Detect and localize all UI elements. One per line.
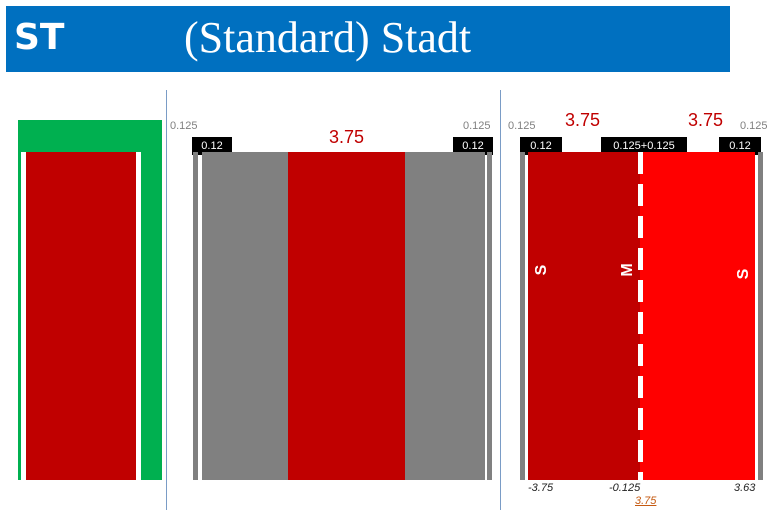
marking-width-center-label: 0.125+0.125 — [601, 137, 687, 155]
center-dash — [638, 440, 643, 462]
road-type-code: ST — [14, 17, 65, 58]
edge-offset-right-label: 0.125 — [463, 120, 491, 132]
title-bar — [6, 6, 730, 72]
center-dash — [638, 472, 643, 480]
center-dash — [638, 376, 643, 398]
center-dash — [638, 312, 643, 334]
center-dash — [638, 152, 643, 174]
coordinate-total: 3.75 — [635, 495, 657, 507]
panel-divider-right — [500, 90, 501, 510]
edge-strip-left — [193, 152, 198, 480]
center-letter: M — [619, 263, 636, 277]
marking-width-left-label: 0.12 — [192, 137, 232, 155]
shoulder-left — [202, 152, 288, 480]
coordinate-left: -3.75 — [528, 482, 554, 494]
center-dash — [638, 280, 643, 302]
lane-letter-right: S — [735, 268, 752, 280]
edge-strip-left-right-panel — [520, 152, 525, 480]
center-dash — [638, 408, 643, 430]
panel-divider-left — [166, 90, 167, 510]
lane-bright-red — [640, 152, 755, 480]
edge-offset-left-label-right-panel: 0.125 — [508, 120, 536, 132]
lane-dark-red — [528, 152, 640, 480]
lane-width-left-label: 3.75 — [565, 110, 601, 130]
center-dash — [638, 184, 643, 206]
shoulder-right — [405, 152, 485, 480]
lane-red-left-panel — [26, 152, 136, 480]
lane-red-middle-panel — [288, 152, 405, 480]
lane-width-right-label: 3.75 — [688, 110, 724, 130]
edge-offset-right-label-right-panel: 0.125 — [740, 120, 768, 132]
marking-width-left-label-right-panel: 0.12 — [520, 137, 562, 155]
center-dash — [638, 344, 643, 366]
lane-letter-left: S — [533, 264, 550, 276]
edge-offset-left-label: 0.125 — [170, 120, 198, 132]
edge-strip-right — [487, 152, 492, 480]
center-dash — [638, 216, 643, 238]
page-title: (Standard) Stadt — [184, 13, 472, 62]
edge-strip-right-right-panel — [758, 152, 763, 480]
center-dash — [638, 248, 643, 270]
marking-width-right-label: 0.12 — [453, 137, 493, 155]
marking-width-right-label-right-panel: 0.12 — [719, 137, 761, 155]
lane-width-label: 3.75 — [329, 127, 365, 147]
coordinate-center: -0.125 — [609, 482, 641, 494]
coordinate-right: 3.63 — [734, 482, 756, 494]
